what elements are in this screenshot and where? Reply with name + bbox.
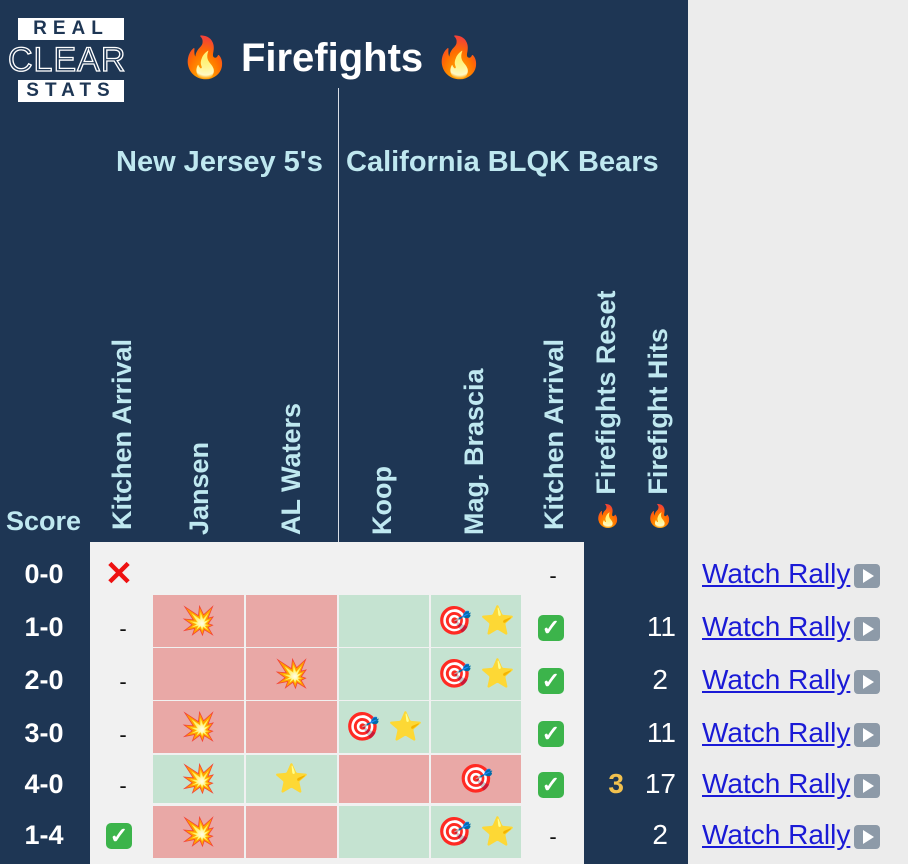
page-title: 🔥 Firefights 🔥 bbox=[180, 30, 484, 86]
mag-brascia-cell: 🎯 ⭐ bbox=[431, 595, 521, 647]
logo-clear: CLEAR bbox=[7, 41, 127, 79]
al-waters-cell bbox=[246, 806, 337, 858]
kitchen-arrival-1: - bbox=[119, 616, 127, 641]
mag-brascia-cell bbox=[431, 701, 521, 753]
kitchen-arrival-2: ✓ bbox=[526, 707, 576, 759]
mag-brascia-cell: 🎯 ⭐ bbox=[431, 648, 521, 700]
check-icon: ✓ bbox=[538, 615, 564, 642]
explosion-icon: 💥 bbox=[181, 763, 216, 794]
fire-icon: 🔥 bbox=[594, 503, 622, 529]
check-icon: ✓ bbox=[538, 668, 564, 695]
target-icon: 🎯 bbox=[344, 711, 380, 742]
logo-real: REAL bbox=[18, 18, 124, 40]
firefight-hits: 2 bbox=[652, 819, 668, 850]
team-divider bbox=[338, 88, 339, 542]
fire-icon: 🔥 bbox=[180, 36, 230, 80]
kitchen-arrival-2: - bbox=[549, 824, 557, 849]
mag-brascia-cell: 🎯 ⭐ bbox=[431, 806, 521, 858]
kitchen-arrival-2: ✓ bbox=[526, 601, 576, 653]
target-icon: 🎯 bbox=[436, 605, 472, 636]
explosion-icon: 💥 bbox=[274, 658, 309, 689]
col-kitchen-arrival-1: Kitchen Arrival bbox=[107, 338, 137, 530]
al-waters-cell bbox=[246, 595, 337, 647]
check-icon: ✓ bbox=[538, 772, 564, 799]
kitchen-arrival-2: ✓ bbox=[526, 758, 576, 810]
star-icon: ⭐ bbox=[388, 711, 424, 742]
col-mag-brascia: Mag. Brascia bbox=[459, 368, 489, 535]
score-cell: 1-4 bbox=[24, 820, 64, 850]
target-icon: 🎯 bbox=[436, 816, 472, 847]
play-icon bbox=[854, 722, 881, 747]
score-cell: 3-0 bbox=[24, 718, 64, 748]
kitchen-arrival-1: - bbox=[119, 669, 127, 694]
col-koop: Koop bbox=[367, 466, 397, 535]
firefight-hits: 17 bbox=[644, 768, 676, 799]
logo-stats: STATS bbox=[18, 80, 124, 102]
score-cell: 2-0 bbox=[24, 665, 64, 695]
firefights-reset: 3 bbox=[608, 768, 624, 799]
watch-rally-link[interactable]: Watch Rally bbox=[702, 758, 881, 810]
star-icon: ⭐ bbox=[480, 605, 516, 636]
koop-cell bbox=[339, 806, 429, 858]
cross-icon: ✕ bbox=[104, 555, 134, 593]
check-icon: ✓ bbox=[106, 823, 132, 850]
target-icon: 🎯 bbox=[436, 658, 472, 689]
play-icon bbox=[854, 669, 881, 694]
jansen-cell bbox=[153, 648, 244, 700]
koop-cell bbox=[339, 595, 429, 647]
col-firefight-hits: 🔥Firefight Hits bbox=[642, 328, 676, 530]
explosion-icon: 💥 bbox=[181, 711, 216, 742]
score-header: Score bbox=[6, 506, 82, 536]
firefight-hits: 11 bbox=[646, 717, 676, 748]
star-icon: ⭐ bbox=[480, 816, 516, 847]
kitchen-arrival-1: ✓ bbox=[94, 809, 144, 861]
col-kitchen-arrival-2: Kitchen Arrival bbox=[539, 338, 569, 530]
al-waters-cell: 💥 bbox=[246, 648, 337, 700]
kitchen-arrival-2: ✓ bbox=[526, 654, 576, 706]
jansen-cell: 💥 bbox=[153, 595, 244, 647]
kitchen-arrival-cross: ✕ bbox=[94, 548, 144, 600]
play-icon bbox=[854, 773, 881, 798]
check-icon: ✓ bbox=[538, 721, 564, 748]
play-icon bbox=[854, 616, 881, 641]
jansen-cell: 💥 bbox=[153, 701, 244, 753]
watch-rally-link[interactable]: Watch Rally bbox=[702, 809, 881, 861]
al-waters-cell: ⭐ bbox=[246, 755, 337, 803]
col-jansen: Jansen bbox=[184, 441, 214, 535]
score-cell: 1-0 bbox=[24, 612, 64, 642]
col-al-waters: AL Waters bbox=[276, 402, 306, 535]
watch-rally-link[interactable]: Watch Rally bbox=[702, 601, 881, 653]
firefight-hits: 11 bbox=[646, 611, 676, 642]
col-firefights-reset: 🔥Firefights Reset bbox=[590, 291, 624, 530]
koop-cell: 🎯 ⭐ bbox=[339, 701, 429, 753]
mag-brascia-cell: 🎯 bbox=[431, 755, 521, 803]
team-new-jersey: New Jersey 5's bbox=[116, 146, 323, 178]
al-waters-cell bbox=[246, 701, 337, 753]
kitchen-arrival-1: - bbox=[119, 773, 127, 798]
play-icon bbox=[854, 824, 881, 849]
score-cell: 0-0 bbox=[24, 559, 64, 589]
watch-rally-link[interactable]: Watch Rally bbox=[702, 707, 881, 759]
koop-cell bbox=[339, 755, 429, 803]
watch-rally-link[interactable]: Watch Rally bbox=[702, 654, 881, 706]
firefight-hits: 2 bbox=[652, 664, 668, 695]
explosion-icon: 💥 bbox=[181, 816, 216, 847]
realclearstats-logo: REAL CLEAR STATS bbox=[7, 18, 127, 102]
play-icon bbox=[854, 563, 881, 588]
kitchen-arrival-1: - bbox=[119, 722, 127, 747]
jansen-cell: 💥 bbox=[153, 755, 244, 803]
target-icon: 🎯 bbox=[458, 763, 494, 794]
score-cell: 4-0 bbox=[24, 769, 64, 799]
koop-cell bbox=[339, 648, 429, 700]
star-icon: ⭐ bbox=[480, 658, 516, 689]
explosion-icon: 💥 bbox=[181, 605, 216, 636]
team-california: California BLQK Bears bbox=[346, 146, 659, 178]
fire-icon: 🔥 bbox=[646, 503, 674, 529]
title-text: Firefights bbox=[240, 36, 424, 80]
fire-icon: 🔥 bbox=[434, 36, 485, 80]
jansen-cell: 💥 bbox=[153, 806, 244, 858]
star-icon: ⭐ bbox=[274, 763, 309, 794]
kitchen-arrival-2: - bbox=[549, 563, 557, 588]
watch-rally-link[interactable]: Watch Rally bbox=[702, 548, 881, 600]
